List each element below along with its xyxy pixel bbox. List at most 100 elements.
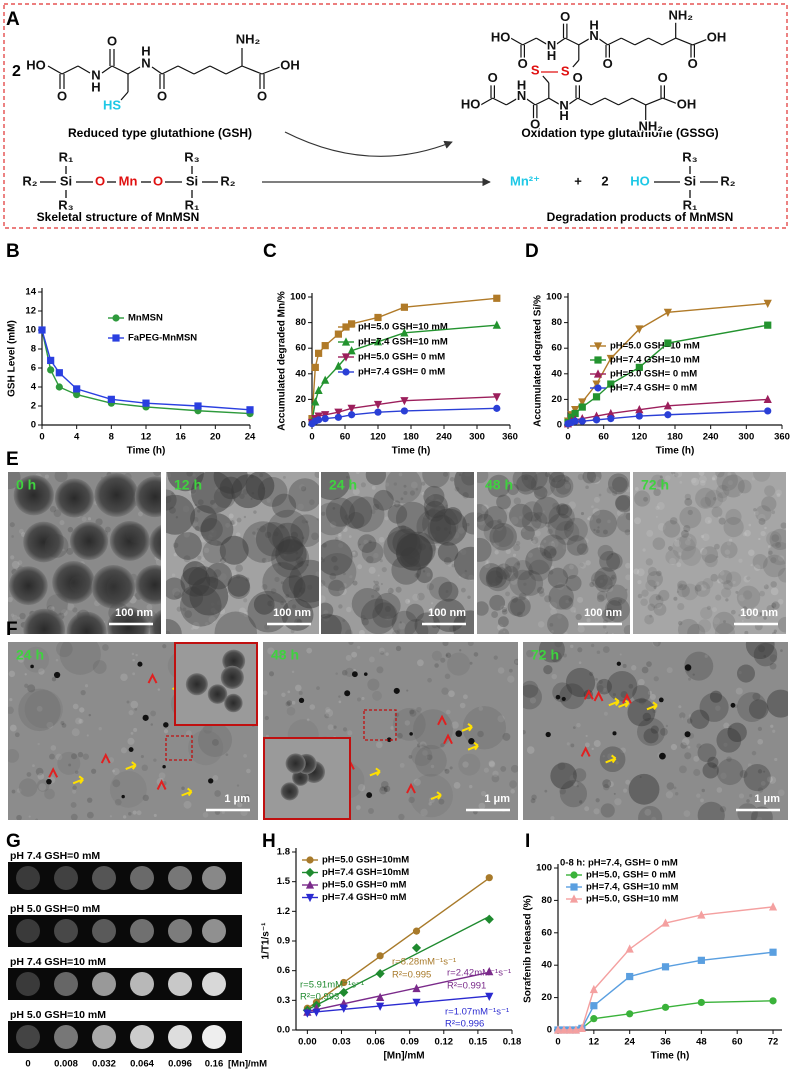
- texture-dot: [640, 598, 648, 607]
- texture-dot: [726, 487, 730, 491]
- texture-blob: [550, 651, 562, 663]
- texture-blob: [438, 581, 459, 602]
- texture-dot: [727, 472, 732, 477]
- texture-blob: [525, 547, 553, 575]
- nanoparticle: [23, 521, 64, 563]
- texture-dot: [593, 739, 601, 747]
- texture-blob: [392, 707, 426, 741]
- texture-blob: [523, 680, 539, 698]
- texture-dot: [357, 783, 366, 792]
- texture-dot: [690, 477, 697, 484]
- texture-dot: [130, 700, 139, 709]
- texture-dot: [631, 665, 637, 671]
- texture-dot: [643, 496, 648, 502]
- texture-blob: [559, 780, 588, 808]
- texture-dot: [775, 489, 782, 496]
- atom-label: O: [153, 173, 163, 188]
- texture-dot: [573, 610, 577, 613]
- texture-dot: [166, 630, 171, 634]
- red-arrow: [406, 782, 416, 794]
- texture-dot: [331, 556, 338, 563]
- texture-dot: [377, 574, 380, 577]
- texture-blob: [487, 570, 503, 586]
- data-point: [400, 303, 408, 311]
- texture-dot: [766, 776, 773, 783]
- texture-blob: [606, 553, 623, 570]
- texture-dot: [505, 591, 510, 597]
- atom-label: O: [560, 9, 570, 24]
- texture-dot: [279, 522, 286, 529]
- texture-dot: [197, 555, 202, 561]
- atom-label: R₃: [58, 197, 73, 212]
- texture-dot: [380, 650, 385, 655]
- phantom: [168, 919, 192, 943]
- panel-letter: B: [6, 241, 20, 262]
- texture-blob: [453, 546, 474, 580]
- micrograph: [523, 642, 788, 820]
- texture-dot: [720, 772, 727, 780]
- texture-dot: [577, 625, 585, 633]
- texture-blob: [556, 503, 569, 516]
- data-point: [412, 998, 421, 1007]
- nanoparticle: [13, 475, 54, 516]
- texture-blob: [716, 758, 744, 786]
- texture-dot: [445, 654, 449, 657]
- texture-blob: [521, 511, 542, 532]
- texture-blob: [190, 472, 234, 514]
- texture-dot: [726, 756, 732, 762]
- data-point: [374, 408, 382, 416]
- phantom: [168, 866, 192, 890]
- texture-dot: [722, 620, 726, 624]
- texture-blob: [495, 563, 512, 580]
- texture-dot: [298, 484, 306, 491]
- x-tick-label: 24: [245, 432, 256, 443]
- texture-dot: [510, 516, 519, 525]
- texture-dot: [261, 583, 268, 590]
- texture-blob: [653, 602, 667, 616]
- texture-dot: [9, 522, 15, 528]
- texture-dot: [544, 472, 551, 478]
- x-tick-label: 20: [210, 432, 221, 443]
- texture-dot: [86, 797, 93, 803]
- texture-dot: [607, 781, 614, 788]
- nanoparticle: [8, 566, 48, 606]
- x-tick-label: 180: [403, 432, 419, 443]
- texture-dot: [66, 603, 75, 611]
- texture-dot: [512, 553, 517, 557]
- x-tick-label: 0: [555, 1037, 560, 1048]
- texture-dot: [349, 575, 353, 579]
- texture-dot: [399, 621, 402, 624]
- texture-dot: [264, 624, 270, 630]
- texture-dot: [576, 722, 581, 728]
- texture-dot: [11, 535, 14, 538]
- texture-dot: [10, 555, 15, 560]
- texture-dot: [467, 595, 471, 599]
- texture-dot: [452, 531, 460, 539]
- texture-dot: [419, 741, 427, 749]
- texture-dot: [541, 551, 547, 556]
- texture-dot: [409, 709, 417, 717]
- texture-dot: [590, 608, 596, 615]
- data-point: [697, 998, 705, 1007]
- texture-dot: [176, 606, 182, 612]
- texture-dot: [356, 805, 361, 810]
- image-background: [321, 472, 474, 634]
- texture-blob: [737, 479, 752, 494]
- texture-dot: [491, 582, 497, 588]
- texture-dot: [757, 769, 763, 774]
- atom-label: O: [95, 173, 105, 188]
- texture-dot: [38, 668, 45, 675]
- data-point: [592, 416, 601, 424]
- texture-blob: [106, 575, 133, 602]
- texture-dot: [311, 532, 319, 541]
- texture-dot: [371, 485, 376, 490]
- texture-dot: [346, 475, 349, 479]
- bond: [225, 65, 243, 75]
- legend-label: pH=5.0 GSH=10mM: [322, 855, 409, 866]
- texture-blob: [543, 664, 553, 675]
- texture-dot: [548, 570, 554, 575]
- atom-label: OH: [280, 57, 300, 72]
- texture-dot: [768, 776, 777, 784]
- texture-dot: [625, 562, 630, 569]
- texture-dot: [230, 520, 235, 526]
